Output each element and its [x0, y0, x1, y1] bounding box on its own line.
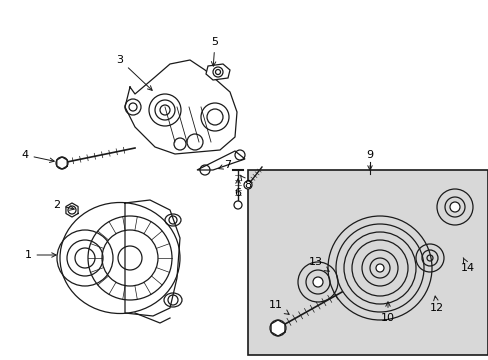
Text: 4: 4 — [21, 150, 54, 162]
Text: 6: 6 — [234, 179, 241, 198]
Text: 8: 8 — [240, 175, 251, 190]
Circle shape — [269, 320, 285, 336]
Text: 11: 11 — [268, 300, 288, 314]
Bar — [247, 170, 487, 355]
Circle shape — [234, 201, 242, 209]
Text: 13: 13 — [308, 257, 328, 271]
Polygon shape — [197, 151, 244, 170]
Polygon shape — [205, 64, 229, 80]
Text: 5: 5 — [211, 37, 218, 66]
Circle shape — [449, 202, 459, 212]
Circle shape — [56, 157, 68, 169]
Text: 9: 9 — [366, 150, 373, 170]
Text: 3: 3 — [116, 55, 152, 90]
Text: 7: 7 — [218, 160, 231, 170]
Circle shape — [244, 181, 251, 189]
Text: 10: 10 — [380, 302, 394, 323]
Text: 12: 12 — [429, 296, 443, 313]
Circle shape — [312, 277, 323, 287]
Text: 2: 2 — [53, 200, 74, 210]
Text: 14: 14 — [460, 258, 474, 273]
Text: 1: 1 — [24, 250, 56, 260]
Circle shape — [375, 264, 383, 272]
